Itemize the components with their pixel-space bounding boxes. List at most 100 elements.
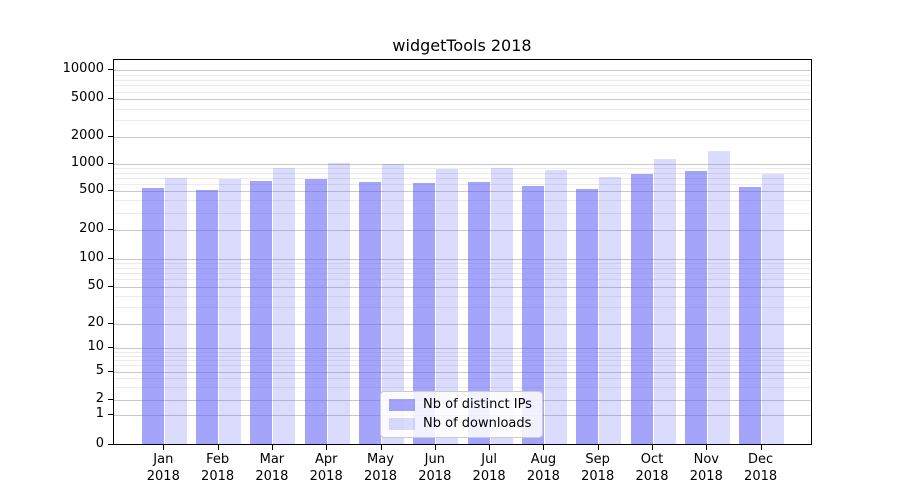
y-tick-label: 0 [95,435,104,451]
legend-label-downloads: Nb of downloads [423,416,532,431]
y-tick-mark [108,136,113,137]
legend-swatch-downloads [389,418,415,430]
major-gridline [114,348,811,349]
bar-mar-distinct-ips [250,181,273,444]
bar-dec-distinct-ips [739,186,762,444]
minor-gridline [114,351,811,353]
major-gridline [114,70,811,72]
y-tick-label: 10000 [62,61,104,77]
bar-oct-distinct-ips [630,173,653,444]
minor-gridline [114,108,811,110]
minor-gridline [114,168,811,170]
minor-gridline [114,355,811,357]
minor-gridline [114,378,811,380]
legend: Nb of distinct IPs Nb of downloads [380,391,543,438]
x-tick-label-jan: Jan 2018 [146,451,180,484]
minor-gridline [114,91,811,93]
bar-mar-downloads [273,168,296,444]
legend-swatch-distinct-ips [389,399,415,411]
y-tick-label: 1 [95,406,104,421]
bar-apr-downloads [327,163,350,444]
y-tick-label: 2000 [70,128,104,143]
x-tick-label-dec: Dec 2018 [744,451,778,484]
y-tick-mark [108,399,113,400]
bar-jul-downloads [490,168,513,444]
y-tick-mark [108,163,113,165]
major-gridline [114,164,811,166]
minor-gridline [114,79,811,81]
legend-label-distinct-ips: Nb of distinct IPs [423,397,532,412]
major-gridline [114,229,811,231]
y-tick-mark [108,228,113,230]
y-tick-mark [108,443,113,445]
minor-gridline [114,307,811,309]
major-gridline [114,191,811,192]
x-tick-label-may: May 2018 [363,451,398,484]
minor-gridline [114,178,811,179]
y-tick-label: 2 [95,391,104,406]
bar-aug-downloads [544,169,567,444]
minor-gridline [114,263,811,265]
x-tick-mark [489,444,491,450]
x-tick-label-sep: Sep 2018 [581,451,615,484]
bar-jun-downloads [436,169,459,444]
y-tick-mark [108,370,113,372]
major-gridline [114,99,811,101]
minor-gridline [114,85,811,87]
x-tick-label-jun: Jun 2018 [418,451,452,484]
y-tick-mark [108,322,113,324]
legend-item-downloads: Nb of downloads [389,417,532,431]
bar-jul-distinct-ips [467,181,490,444]
x-tick-mark [434,444,436,450]
x-tick-label-jul: Jul 2018 [472,451,506,484]
minor-gridline [114,120,811,122]
minor-gridline [114,273,811,275]
y-tick-label: 5000 [70,90,104,106]
bar-may-distinct-ips [359,181,381,444]
y-tick-mark [108,258,113,259]
x-tick-label-aug: Aug 2018 [526,451,560,484]
major-gridline [114,286,811,288]
y-tick-label: 20 [87,314,104,330]
y-tick-label: 1000 [70,155,104,171]
minor-gridline [114,267,811,269]
bar-jan-downloads [164,177,187,444]
chart-title: widgetTools 2018 [392,36,532,55]
bar-aug-distinct-ips [521,186,544,444]
y-tick-label: 10 [87,339,104,354]
y-tick-mark [108,347,113,348]
y-tick-mark [108,98,113,100]
y-tick-label: 100 [79,250,104,265]
y-tick-label: 50 [87,277,104,293]
minor-gridline [114,184,811,185]
y-tick-mark [108,69,113,71]
x-tick-mark [163,444,165,450]
bar-feb-distinct-ips [196,189,219,444]
x-tick-mark [543,444,545,450]
x-tick-label-apr: Apr 2018 [309,451,343,484]
major-gridline [114,137,811,138]
y-tick-label: 200 [79,220,104,236]
bar-jun-distinct-ips [413,183,436,444]
minor-gridline [114,172,811,174]
bar-nov-distinct-ips [684,170,707,444]
bar-apr-distinct-ips [304,178,327,444]
x-tick-label-mar: Mar 2018 [255,451,289,484]
x-tick-label-oct: Oct 2018 [635,451,669,484]
x-tick-mark [760,444,762,450]
y-tick-label: 5 [95,362,104,378]
bar-feb-downloads [219,179,242,444]
minor-gridline [114,387,811,389]
plot-area: Nb of distinct IPs Nb of downloads [113,59,812,445]
minor-gridline [114,212,811,214]
y-tick-mark [108,414,113,415]
bar-sep-distinct-ips [576,189,599,444]
x-tick-label-feb: Feb 2018 [201,451,235,484]
bar-may-downloads [382,163,404,444]
legend-item-distinct-ips: Nb of distinct IPs [389,398,532,412]
x-tick-mark [380,444,382,450]
y-tick-mark [108,285,113,287]
x-tick-mark [597,444,599,450]
y-tick-mark [108,190,113,191]
